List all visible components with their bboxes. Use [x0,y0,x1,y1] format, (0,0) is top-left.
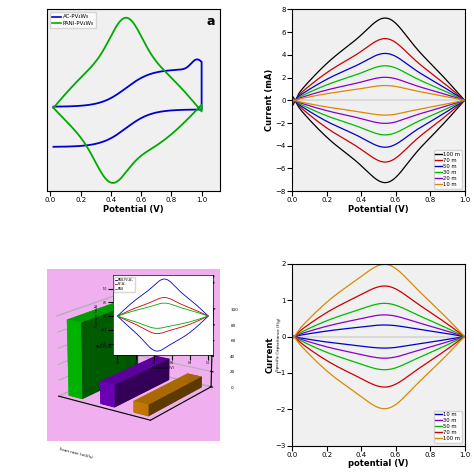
Legend: AC-PV₄W₈, PANI-PV₄W₈: AC-PV₄W₈, PANI-PV₄W₈ [50,12,96,28]
Text: C: C [205,273,215,287]
Text: a: a [206,15,215,28]
Y-axis label: Current: Current [265,337,274,373]
X-axis label: Potential (V): Potential (V) [348,205,409,214]
Y-axis label: Current (mA): Current (mA) [265,69,274,131]
Legend: 100 m, 70 m, 50 m, 30 m, 20 m, 10 m: 100 m, 70 m, 50 m, 30 m, 20 m, 10 m [434,150,462,189]
X-axis label: Potential (V): Potential (V) [103,205,164,214]
X-axis label: Scan rate (mV/s): Scan rate (mV/s) [59,447,93,460]
Legend: 10 m, 30 m, 50 m, 70 m, 100 m: 10 m, 30 m, 50 m, 70 m, 100 m [434,410,462,443]
X-axis label: potential (V): potential (V) [348,459,409,468]
